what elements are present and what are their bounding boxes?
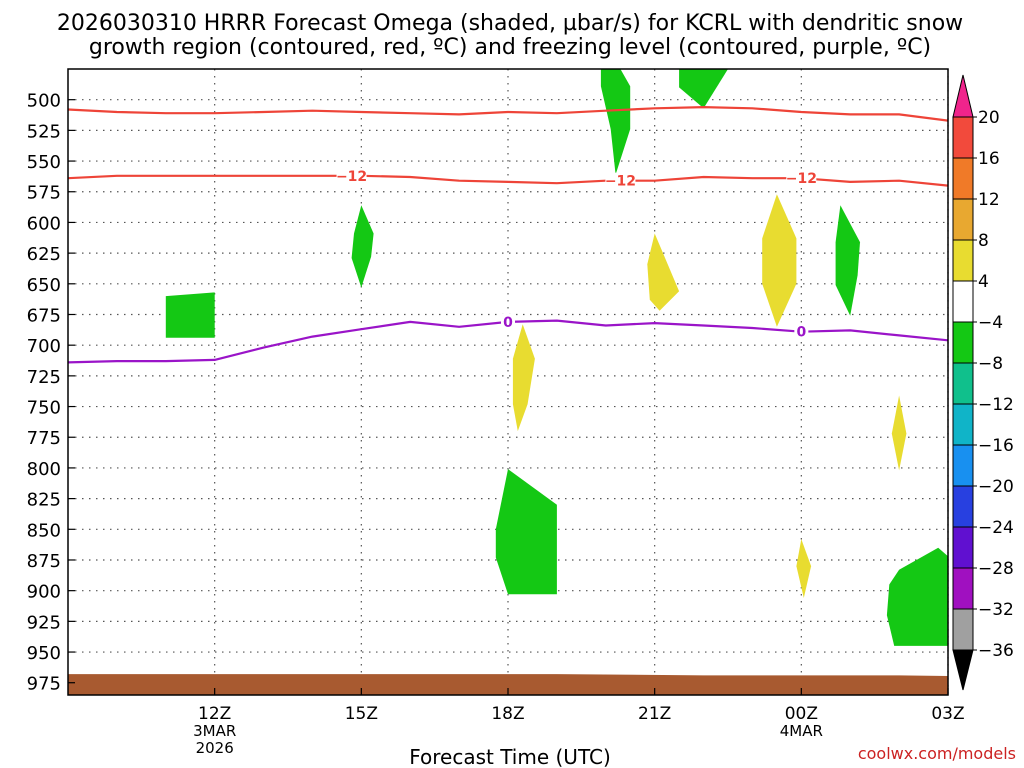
contour-label-bg: [605, 172, 636, 189]
contour-label: −12: [605, 174, 636, 190]
contour-label: −12: [786, 171, 817, 187]
y-tick-label: 700: [27, 336, 61, 357]
colorbar-swatch: [952, 280, 974, 323]
omega-region-negative: [495, 469, 557, 595]
x-tick-label: 03Z: [931, 704, 964, 724]
y-tick-label: 800: [27, 459, 61, 480]
contour-line: [68, 319, 948, 364]
contour-label-bg: [786, 170, 817, 187]
y-tick-label: 500: [27, 91, 61, 112]
y-tick-label: 625: [27, 244, 61, 265]
colorbar-swatch: [952, 485, 974, 528]
colorbar-label: 16: [978, 149, 1000, 169]
y-axis: 500 525 550 575 600 625 650 675 700 725 750 775 800 8…: [27, 91, 75, 695]
colorbar: 20 16 12 8 4 −4 −8 −12 −16 −20 −24 −28 −32 −36: [952, 74, 1014, 691]
x-tick-label: 2026: [196, 739, 234, 757]
colorbar-swatch: [952, 116, 974, 159]
colorbar-label: −36: [978, 641, 1014, 661]
y-tick-label: 525: [27, 121, 61, 142]
omega-region-negative: [165, 292, 215, 338]
y-tick-label: 775: [27, 428, 61, 449]
contour-label-bg: [794, 323, 809, 340]
omega-region-negative: [679, 69, 728, 109]
omega-region-positive: [762, 194, 797, 327]
omega-region-negative: [600, 69, 631, 175]
colorbar-label: −28: [978, 559, 1014, 579]
colorbar-swatch: [952, 321, 974, 364]
contour-label: 0: [503, 315, 513, 331]
omega-region-negative: [835, 205, 860, 316]
x-tick-label: 15Z: [345, 704, 378, 724]
y-tick-label: 825: [27, 490, 61, 511]
credit-text: coolwx.com/models: [858, 744, 1016, 763]
x-tick-label: 21Z: [638, 704, 671, 724]
chart-title-line1: 2026030310 HRRR Forecast Omega (shaded, …: [57, 11, 963, 36]
colorbar-label: −20: [978, 477, 1014, 497]
omega-region-positive: [512, 324, 535, 432]
contour-label-bg: [336, 167, 367, 184]
omega-region-positive: [796, 539, 812, 598]
colorbar-swatch: [952, 362, 974, 405]
y-tick-label: 600: [27, 213, 61, 234]
contours: [68, 106, 948, 364]
y-tick-label: 650: [27, 275, 61, 296]
y-tick-label: 975: [27, 674, 61, 695]
colorbar-swatch: [952, 444, 974, 487]
terrain-fill: [68, 674, 948, 695]
colorbar-label: 8: [978, 231, 989, 251]
contour-labels: −12 −12 −12 0 0: [336, 167, 817, 341]
colorbar-label: −16: [978, 436, 1014, 456]
colorbar-label: −8: [978, 354, 1003, 374]
colorbar-swatch: [952, 198, 974, 241]
colorbar-label: 20: [978, 108, 1000, 128]
x-tick-label: 3MAR: [193, 722, 236, 740]
contour-label: −12: [336, 169, 367, 185]
colorbar-label: −24: [978, 518, 1014, 538]
y-tick-label: 550: [27, 152, 61, 173]
y-tick-label: 875: [27, 551, 61, 572]
colorbar-swatch: [952, 526, 974, 569]
omega-region-positive: [647, 233, 680, 311]
omega-region-positive: [891, 395, 907, 471]
y-tick-label: 925: [27, 612, 61, 633]
x-tick-label: 00Z: [785, 704, 818, 724]
contour-label-bg: [501, 313, 515, 330]
colorbar-label: 12: [978, 190, 1000, 210]
colorbar-swatch: [952, 567, 974, 610]
y-tick-label: 575: [27, 183, 61, 204]
contour-line: [68, 106, 948, 122]
colorbar-swatch: [952, 403, 974, 446]
colorbar-swatch: [952, 157, 974, 200]
y-tick-label: 950: [27, 643, 61, 664]
colorbar-label: −32: [978, 600, 1014, 620]
chart-title-line2: growth region (contoured, red, ºC) and f…: [89, 35, 931, 60]
colorbar-swatch: [952, 239, 974, 282]
x-tick-label: 18Z: [491, 704, 524, 724]
colorbar-label: 4: [978, 272, 989, 292]
omega-shading: [165, 69, 948, 646]
colorbar-label: −12: [978, 395, 1014, 415]
x-tick-label: 12Z: [198, 704, 231, 724]
omega-region-negative: [351, 205, 374, 288]
y-tick-label: 850: [27, 520, 61, 541]
y-tick-label: 750: [27, 398, 61, 419]
y-tick-label: 725: [27, 367, 61, 388]
y-tick-label: 675: [27, 305, 61, 326]
colorbar-label: −4: [978, 313, 1003, 333]
x-axis-label: Forecast Time (UTC): [409, 745, 611, 768]
omega-region-negative: [886, 547, 948, 646]
x-tick-label: 4MAR: [780, 722, 823, 740]
terrain: [68, 674, 948, 695]
contour-line: [68, 174, 948, 187]
colorbar-bottom-triangle: [952, 649, 974, 691]
y-tick-label: 900: [27, 582, 61, 603]
colorbar-swatch: [952, 608, 974, 651]
contour-label: 0: [796, 325, 806, 341]
